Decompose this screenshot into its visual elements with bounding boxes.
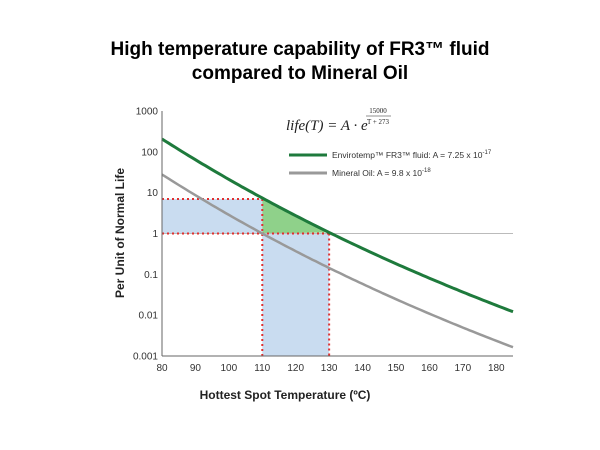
formula-exp-numerator: 15000 <box>369 107 387 115</box>
x-tick-label: 170 <box>455 363 472 374</box>
chart-title: High temperature capability of FR3™ flui… <box>0 38 600 86</box>
x-tick-label: 80 <box>156 363 168 374</box>
legend: Envirotemp™ FR3™ fluid: A = 7.25 x 10-17… <box>289 150 492 178</box>
y-tick-label: 0.001 <box>133 352 158 363</box>
x-tick-label: 90 <box>190 363 202 374</box>
legend-label-mineral-oil: Mineral Oil: A = 9.8 x 10-18 <box>332 168 431 178</box>
legend-label-mineral-oil-exponent: -18 <box>422 168 431 174</box>
y-tick-label: 10 <box>147 188 159 199</box>
x-tick-label: 180 <box>488 363 505 374</box>
x-tick-label: 130 <box>321 363 338 374</box>
y-tick-label: 100 <box>141 147 158 158</box>
x-tick-label: 140 <box>354 363 371 374</box>
temperature-gain-region <box>262 233 330 356</box>
legend-label-fr3: Envirotemp™ FR3™ fluid: A = 7.25 x 10-17 <box>332 150 492 160</box>
tick-labels: 80 90 100 110 120 130 140 150 160 170 180100010010… <box>133 107 505 375</box>
axes <box>161 111 513 357</box>
dotted-guides <box>162 197 331 356</box>
x-tick-label: 100 <box>221 363 238 374</box>
series-line-fr3 <box>161 137 514 314</box>
x-tick-label: 120 <box>287 363 304 374</box>
legend-label-fr3-exponent: -17 <box>482 150 491 156</box>
highlight-regions <box>162 198 330 356</box>
x-tick-label: 150 <box>388 363 405 374</box>
series-line-mineral-oil <box>161 173 514 349</box>
y-tick-label: 0.01 <box>139 311 159 322</box>
y-tick-label: 1 <box>152 229 158 240</box>
chart-title-line-1: High temperature capability of FR3™ flui… <box>110 39 490 60</box>
x-tick-label: 110 <box>254 363 270 374</box>
series-lines <box>161 137 514 349</box>
x-axis-label: Hottest Spot Temperature (ºC) <box>200 388 371 402</box>
legend-label-mineral-oil-text: Mineral Oil: A = 9.8 x 10 <box>332 168 422 178</box>
formula: life(T) = A · e 15000 T + 273 <box>286 107 391 134</box>
y-tick-label: 1000 <box>136 107 159 118</box>
y-axis-label: Per Unit of Normal Life <box>113 168 127 298</box>
y-tick-label: 0.1 <box>144 270 158 281</box>
formula-exp-denominator: T + 273 <box>367 118 390 126</box>
formula-lhs: life(T) = A · e <box>286 118 368 134</box>
legend-label-fr3-text: Envirotemp™ FR3™ fluid: A = 7.25 x 10 <box>332 150 483 160</box>
chart-title-line-2: compared to Mineral Oil <box>191 63 409 84</box>
x-tick-label: 160 <box>421 363 438 374</box>
